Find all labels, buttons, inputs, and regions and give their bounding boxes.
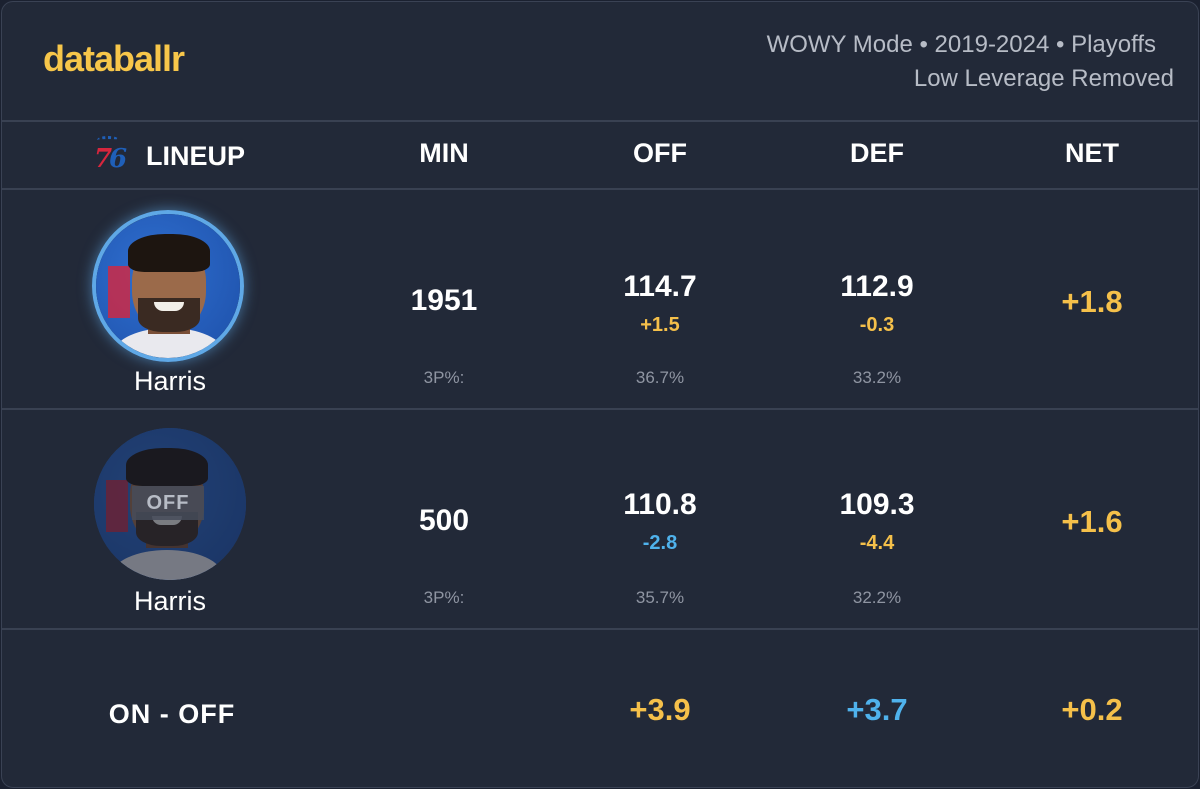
divider: [2, 120, 1198, 122]
on-off-def-value: +3.7: [846, 692, 908, 727]
column-header-min: MIN: [419, 138, 469, 168]
minutes-value: 500: [418, 504, 470, 537]
net-rating-value: +1.6: [1061, 504, 1123, 539]
def-three-pt-value: 33.2%: [852, 368, 902, 387]
header: databallr WOWY Mode • 2019-2024 • Playof…: [2, 2, 1198, 120]
player-avatar: [92, 210, 244, 362]
three-pt-label: 3P%:: [423, 368, 465, 387]
on-off-net-value: +0.2: [1061, 692, 1123, 727]
def-rating-delta: -4.4: [859, 532, 895, 554]
off-three-pt-value: 36.7%: [635, 368, 685, 387]
three-pt-label: 3P%:: [423, 588, 465, 607]
off-rating-delta: +1.5: [640, 314, 680, 336]
off-badge: OFF: [132, 486, 204, 520]
divider: [2, 188, 1198, 190]
filter-line-leverage: Low Leverage Removed: [913, 65, 1174, 92]
player-avatar-off: OFF: [94, 428, 246, 580]
off-rating-delta: -2.8: [642, 532, 678, 554]
filter-summary: WOWY Mode • 2019-2024 • Playoffs Low Lev…: [767, 28, 1174, 96]
column-header-def: DEF: [850, 138, 904, 168]
divider: [2, 408, 1198, 410]
off-rating-value: 114.7: [623, 270, 697, 303]
column-header-net: NET: [1065, 138, 1119, 168]
net-rating-value: +1.8: [1061, 284, 1123, 319]
column-header-off: OFF: [633, 138, 687, 168]
def-rating-value: 112.9: [840, 270, 914, 303]
def-three-pt-value: 32.2%: [852, 588, 902, 607]
on-off-off-value: +3.9: [629, 692, 691, 727]
divider: [2, 628, 1198, 630]
def-rating-value: 109.3: [839, 488, 915, 521]
off-rating-value: 110.8: [623, 488, 697, 521]
filter-line-mode: WOWY Mode • 2019-2024 • Playoffs: [766, 31, 1156, 58]
off-three-pt-value: 35.7%: [635, 588, 685, 607]
player-name: Harris: [134, 586, 206, 616]
brand-logo[interactable]: databallr: [43, 38, 185, 79]
on-off-label: ON - OFF: [108, 699, 236, 729]
def-rating-delta: -0.3: [859, 314, 895, 336]
column-header-lineup: LINEUP: [146, 140, 246, 171]
minutes-value: 1951: [410, 284, 478, 317]
player-name: Harris: [134, 366, 206, 396]
